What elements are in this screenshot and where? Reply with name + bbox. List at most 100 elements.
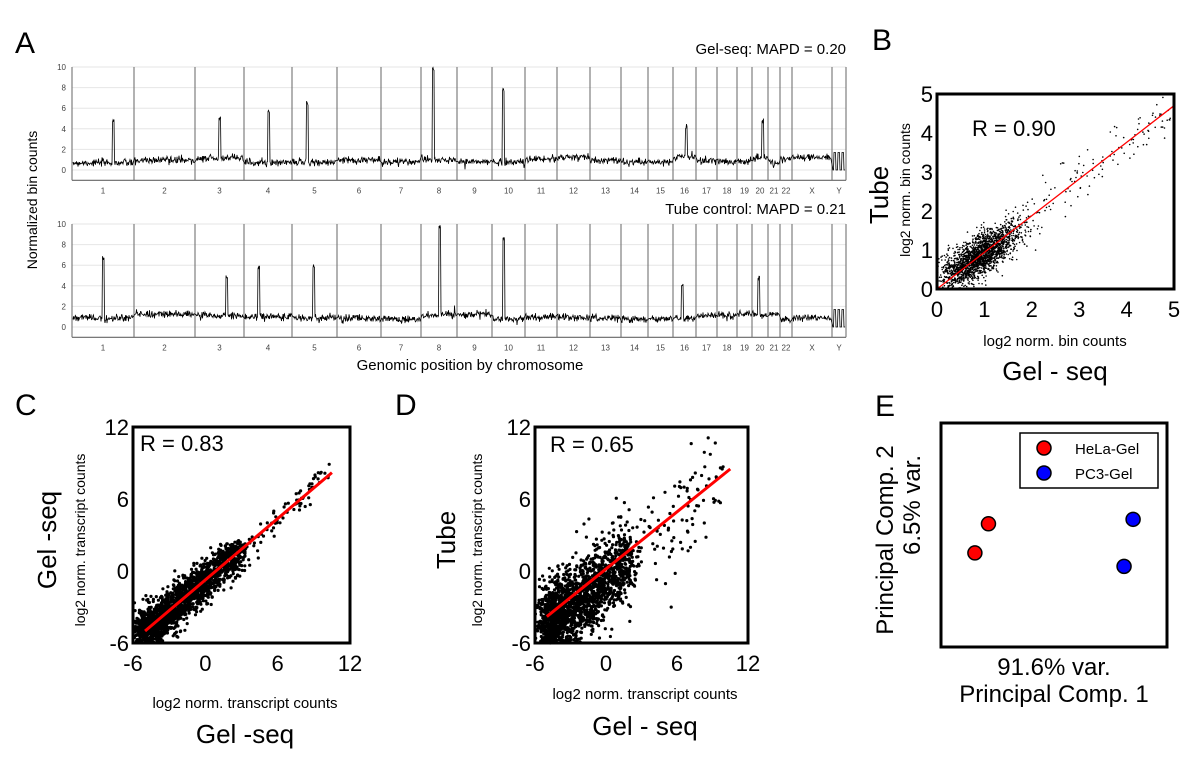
scatter-point: [1001, 260, 1004, 263]
scatter-point: [1101, 168, 1104, 171]
scatter-point: [991, 254, 994, 257]
b-xlabel-bottom: Gel - seq: [1002, 356, 1108, 386]
scatter-point: [1003, 253, 1005, 256]
scatter-point: [1115, 135, 1117, 137]
scatter-point: [154, 606, 159, 610]
scatter-point: [1005, 243, 1007, 246]
scatter-point: [979, 253, 981, 255]
scatter-point: [207, 586, 211, 590]
scatter-point: [967, 282, 970, 284]
scatter-point: [992, 251, 995, 254]
a-chromosome-label: 8: [437, 186, 442, 195]
a-chromosome-label: 5: [312, 186, 317, 195]
scatter-point: [977, 246, 979, 248]
scatter-point: [165, 597, 169, 601]
scatter-point: [941, 259, 943, 261]
scatter-point: [964, 247, 967, 250]
scatter-point: [171, 610, 175, 615]
scatter-point: [968, 270, 970, 273]
scatter-point: [235, 559, 239, 563]
scatter-point: [624, 562, 628, 566]
scatter-point: [1017, 236, 1020, 239]
scatter-point: [996, 243, 999, 245]
scatter-point: [948, 268, 951, 270]
scatter-point: [226, 546, 230, 551]
scatter-point: [223, 544, 228, 549]
scatter-point: [186, 584, 190, 588]
scatter-point: [1109, 131, 1112, 133]
scatter-point: [1061, 162, 1064, 164]
scatter-point: [971, 240, 974, 242]
scatter-point: [940, 280, 942, 283]
scatter-point: [983, 231, 986, 234]
a-chromosome-label: 4: [266, 343, 271, 352]
scatter-point: [971, 267, 974, 270]
scatter-point: [976, 277, 978, 280]
scatter-point: [171, 600, 175, 604]
scatter-point: [1031, 198, 1033, 200]
scatter-point: [968, 274, 971, 276]
a-chromosome-label: Y: [836, 343, 842, 352]
scatter-point: [973, 285, 975, 288]
scatter-point: [951, 264, 953, 266]
scatter-point: [1041, 226, 1043, 229]
scatter-point: [987, 240, 990, 243]
a-chromosome-label: 9: [472, 343, 477, 352]
a-ytick-label: 4: [62, 282, 67, 291]
scatter-point: [970, 254, 972, 256]
scatter-point: [999, 243, 1002, 246]
scatter-point: [964, 252, 966, 255]
scatter-point: [1011, 256, 1014, 259]
a-chromosome-label: 13: [601, 186, 610, 195]
scatter-point: [994, 222, 996, 225]
scatter-point: [160, 634, 164, 638]
scatter-point: [183, 628, 187, 632]
scatter-point: [970, 269, 972, 272]
scatter-point: [643, 519, 647, 523]
scatter-point: [1076, 172, 1079, 174]
a-chromosome-label: 6: [357, 186, 362, 195]
scatter-point: [962, 263, 964, 266]
scatter-point: [984, 237, 986, 240]
scatter-point: [1019, 218, 1022, 221]
scatter-point: [688, 545, 693, 549]
y-tick-label: 0: [117, 559, 129, 584]
scatter-point: [234, 566, 238, 570]
scatter-point: [979, 240, 982, 243]
scatter-point: [995, 261, 998, 264]
scatter-point: [154, 595, 158, 599]
scatter-point: [1015, 235, 1018, 237]
scatter-point: [191, 575, 196, 580]
scatter-point: [1026, 201, 1029, 204]
scatter-point: [949, 282, 951, 285]
c-ylabel-top: Gel -seq: [32, 491, 62, 589]
scatter-point: [987, 257, 989, 259]
scatter-point: [642, 530, 646, 534]
scatter-point: [986, 245, 988, 247]
scatter-point: [960, 255, 963, 257]
scatter-point: [961, 278, 963, 280]
scatter-point: [1010, 229, 1012, 231]
scatter-point: [1017, 218, 1019, 220]
scatter-point: [958, 248, 961, 251]
scatter-point: [1021, 224, 1023, 226]
scatter-point: [999, 223, 1002, 226]
scatter-point: [985, 263, 988, 265]
scatter-point: [210, 560, 214, 564]
scatter-point: [983, 230, 986, 232]
scatter-point: [947, 254, 949, 257]
scatter-point: [1161, 120, 1164, 122]
scatter-point: [192, 607, 196, 611]
a-coverage-trace: [72, 66, 845, 171]
scatter-point: [1169, 117, 1171, 120]
scatter-point: [955, 246, 958, 249]
scatter-point: [1007, 246, 1009, 249]
scatter-point: [976, 267, 979, 270]
scatter-point: [954, 261, 956, 264]
scatter-point: [1065, 190, 1067, 193]
scatter-point: [973, 234, 976, 237]
scatter-point: [307, 484, 311, 488]
scatter-point: [1152, 112, 1154, 114]
scatter-point: [650, 510, 654, 514]
scatter-point: [1137, 145, 1139, 148]
